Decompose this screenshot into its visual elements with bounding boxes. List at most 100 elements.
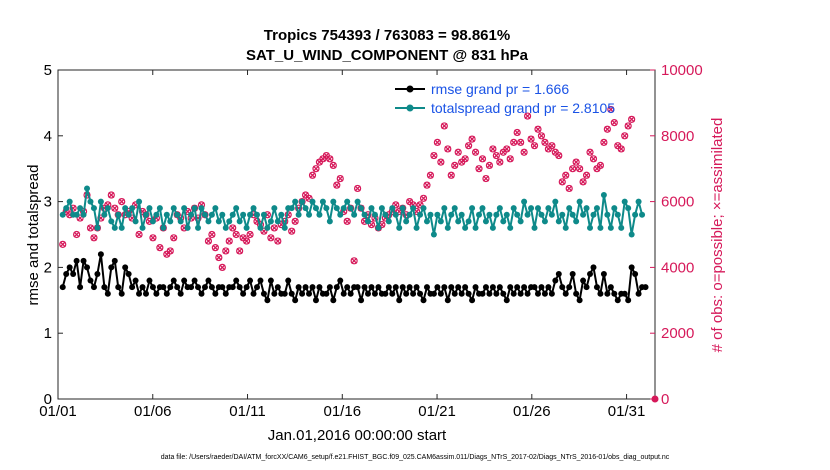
rmse-point (129, 284, 136, 291)
obs-possible-marker (229, 224, 237, 232)
obs-possible-marker (603, 125, 611, 133)
rmse-point (441, 284, 448, 291)
obs-assimilated-marker (580, 178, 587, 185)
obs-assimilated-stroke (333, 182, 340, 189)
obs-possible-marker (541, 138, 549, 146)
obs-assimilated-stroke (472, 149, 479, 156)
rmse-point (80, 257, 87, 264)
obs-assimilated-marker (510, 139, 517, 146)
totalspread-point (555, 218, 562, 225)
obs-possible-marker (118, 198, 126, 206)
obs-assimilated-stroke (475, 165, 483, 172)
totalspread-point (212, 205, 219, 212)
totalspread-point (420, 205, 427, 212)
totalspread-point (260, 211, 267, 218)
rmse-point (257, 277, 264, 284)
rmse-point (365, 290, 372, 297)
rmse-point (77, 284, 84, 291)
obs-possible-marker (419, 194, 428, 202)
rmse-point (434, 284, 441, 291)
obs-assimilated-stroke (229, 224, 236, 231)
rmse-point (593, 284, 600, 291)
rmse-point (548, 290, 555, 297)
obs-possible-marker (208, 230, 216, 239)
obs-possible-marker (555, 151, 563, 160)
obs-assimilated-marker (555, 152, 562, 159)
y-left-tick-label: 5 (44, 62, 52, 79)
totalspread-point (97, 198, 104, 205)
totalspread-point (149, 218, 156, 225)
obs-assimilated-stroke (552, 149, 559, 156)
rmse-point (510, 290, 517, 297)
obs-assimilated-stroke (625, 122, 632, 129)
obs-assimilated-stroke (437, 159, 444, 166)
totalspread-point (417, 211, 424, 218)
obs-possible-marker (468, 135, 476, 143)
obs-possible-marker (73, 230, 81, 239)
rmse-point (267, 277, 274, 284)
obs-possible-marker (482, 174, 490, 183)
totalspread-point (437, 218, 444, 225)
totalspread-point (229, 211, 236, 218)
obs-assimilated-marker (472, 149, 479, 156)
obs-assimilated-stroke (212, 244, 219, 251)
obs-assimilated-stroke (292, 218, 299, 225)
rmse-point (628, 264, 635, 271)
obs-assimilated-stroke (430, 152, 437, 159)
obs-possible-marker (270, 224, 278, 232)
obs-possible-marker (589, 155, 598, 163)
obs-assimilated-stroke (559, 178, 566, 185)
obs-assimilated-stroke (521, 149, 528, 156)
totalspread-point (80, 211, 87, 218)
x-tick-label: 01/21 (418, 403, 456, 420)
data-file-footer: data file: /Users/raeder/DAI/ATM_forcXX/… (161, 454, 670, 461)
obs-possible-marker (59, 240, 67, 248)
obs-possible-marker (267, 234, 275, 242)
totalspread-point (295, 211, 302, 218)
obs-possible-marker (444, 145, 452, 153)
totalspread-point (247, 211, 254, 218)
totalspread-point (167, 218, 174, 225)
rmse-point (590, 264, 597, 271)
totalspread-point (600, 192, 607, 199)
y-axis-right-label: # of obs: o=possible; ×=assimilated (709, 118, 726, 353)
obs-assimilated-stroke (541, 139, 548, 146)
obs-assimilated-stroke (562, 172, 569, 179)
obs-assimilated-marker (420, 195, 427, 202)
rmse-point (576, 297, 583, 304)
totalspread-point (510, 205, 517, 212)
rmse-point (361, 284, 368, 291)
obs-assimilated-marker (337, 175, 344, 182)
totalspread-point (392, 211, 399, 218)
totalspread-point (254, 211, 260, 218)
obs-possible-marker (215, 253, 223, 262)
obs-possible-marker (426, 171, 435, 179)
obs-assimilated-marker (569, 165, 576, 172)
obs-assimilated-stroke (420, 195, 427, 202)
obs-assimilated-stroke (240, 234, 247, 241)
rmse-point (250, 290, 257, 297)
totalspread-point (316, 211, 323, 218)
totalspread-point (156, 205, 163, 212)
rmse-point (562, 290, 569, 297)
rmse-point (625, 297, 632, 304)
rmse-point (66, 264, 73, 271)
totalspread-point (288, 205, 295, 212)
obs-assimilated-marker (219, 264, 226, 271)
legend-rmse-marker (406, 85, 414, 93)
obs-possible-marker (353, 184, 362, 193)
rmse-point (63, 270, 70, 277)
obs-assimilated-stroke (462, 155, 469, 162)
rmse-point (90, 284, 97, 291)
obs-assimilated-marker (73, 231, 80, 238)
obs-possible-marker (624, 122, 632, 130)
totalspread-point (153, 211, 160, 218)
plot-frame (57, 69, 656, 400)
rmse-point (170, 277, 177, 284)
legend-spread-label: totalspread grand pr = 2.8105 (431, 100, 615, 116)
obs-possible-marker (596, 161, 605, 170)
totalspread-point (302, 205, 309, 212)
obs-possible-marker (451, 161, 459, 170)
totalspread-point (142, 211, 149, 218)
obs-assimilated-stroke (351, 257, 358, 264)
